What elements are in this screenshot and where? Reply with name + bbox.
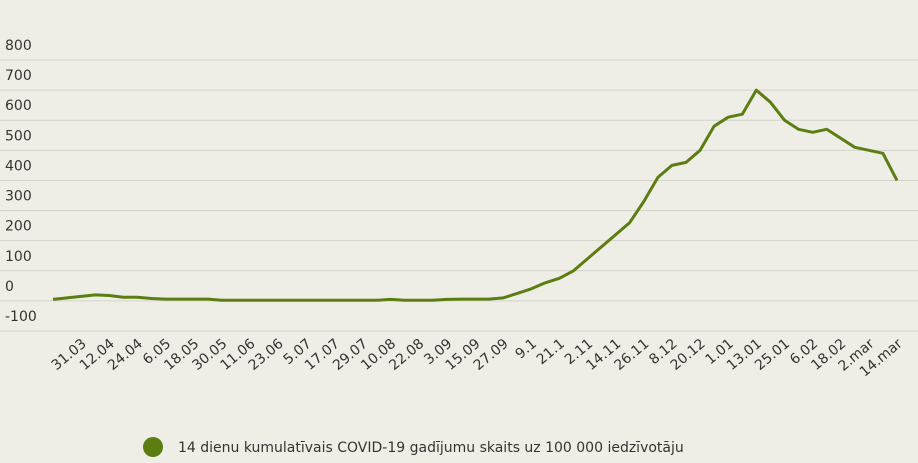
y-tick-label: -100 xyxy=(5,309,37,325)
y-tick-label: 800 xyxy=(5,38,32,54)
y-tick-label: 700 xyxy=(5,68,32,84)
x-tick-label: 21.1 xyxy=(534,336,568,368)
y-tick-label: 600 xyxy=(5,98,32,114)
y-tick-label: 200 xyxy=(5,219,32,235)
legend-marker xyxy=(143,437,163,457)
y-tick-label: 300 xyxy=(5,189,32,205)
y-tick-label: 500 xyxy=(5,128,32,144)
legend-label: 14 dienu kumulatīvais COVID-19 gadījumu … xyxy=(178,440,684,456)
y-tick-label: 400 xyxy=(5,158,32,174)
y-tick-label: 0 xyxy=(5,279,14,295)
data-line xyxy=(52,88,899,302)
y-tick-label: 100 xyxy=(5,249,32,265)
